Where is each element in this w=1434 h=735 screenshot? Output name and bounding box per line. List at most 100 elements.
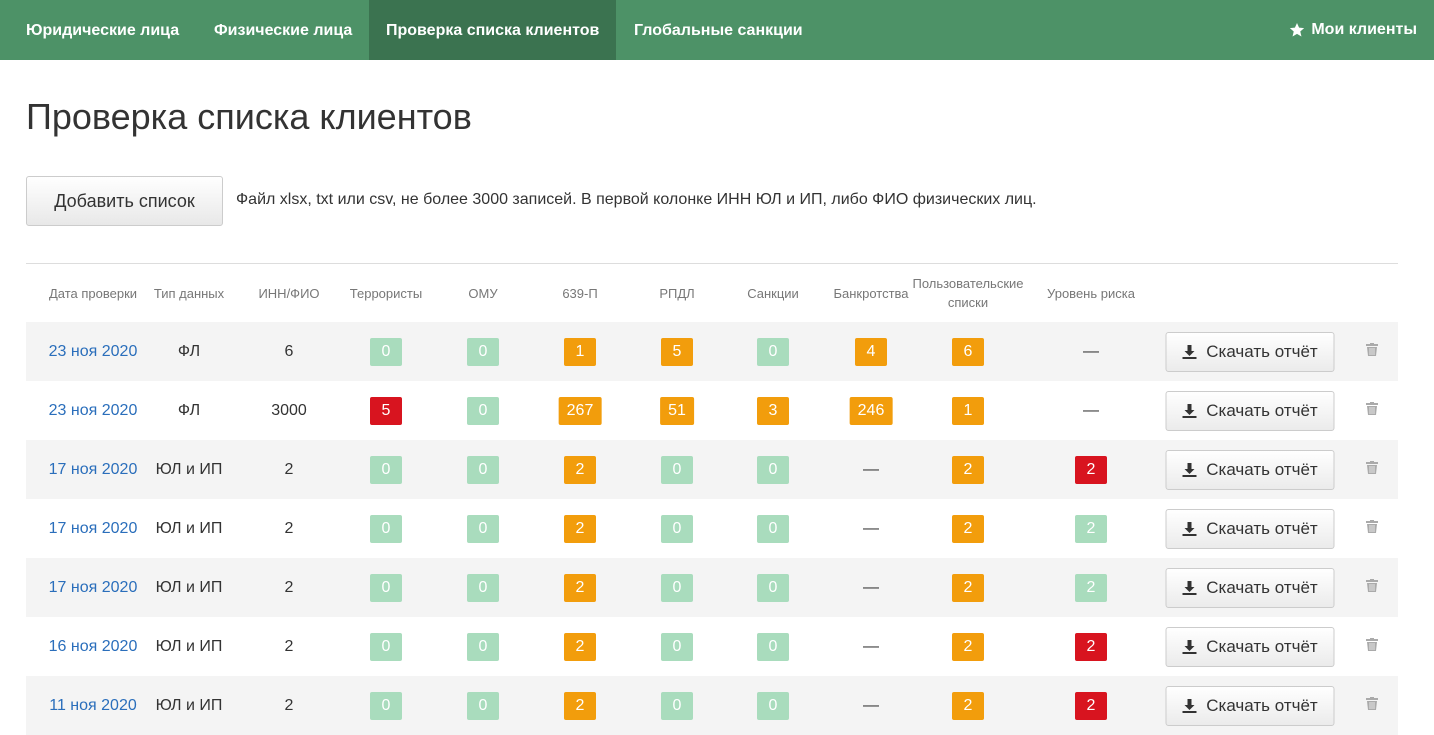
check-badge: 2 bbox=[952, 455, 984, 484]
download-report-button[interactable]: Скачать отчёт bbox=[1165, 508, 1335, 549]
table-header: Дата проверки Тип данных ИНН/ФИО Террористы… bbox=[26, 264, 1398, 322]
record-count: 2 bbox=[284, 519, 294, 537]
trash-icon bbox=[1366, 401, 1378, 415]
cell: 1 bbox=[564, 322, 596, 381]
cell: 2 bbox=[564, 440, 596, 499]
cell bbox=[1366, 381, 1378, 440]
check-badge: 51 bbox=[660, 396, 694, 425]
check-date-link[interactable]: 17 ноя 2020 bbox=[48, 519, 138, 537]
cell: Скачать отчёт bbox=[1165, 676, 1335, 735]
cell bbox=[1366, 322, 1378, 381]
cell: 2 bbox=[285, 676, 294, 735]
delete-button[interactable] bbox=[1366, 401, 1378, 420]
nav-tab[interactable]: Физические лица bbox=[214, 22, 353, 39]
cell: 0 bbox=[467, 322, 499, 381]
download-label: Скачать отчёт bbox=[1206, 459, 1318, 479]
check-date-link[interactable]: 16 ноя 2020 bbox=[48, 637, 138, 655]
cell: ЮЛ и ИП bbox=[156, 676, 223, 735]
no-data-dash: — bbox=[863, 519, 879, 537]
cell bbox=[1366, 676, 1378, 735]
check-date-link[interactable]: 17 ноя 2020 bbox=[48, 578, 138, 596]
cell: 2 bbox=[285, 558, 294, 617]
add-list-button[interactable]: Добавить список bbox=[26, 176, 223, 226]
table-row: 23 ноя 2020 ФЛ 3000 5 0 267 51 3 246 1 — Скачать от… bbox=[26, 381, 1398, 440]
download-report-button[interactable]: Скачать отчёт bbox=[1165, 567, 1335, 608]
check-badge: 2 bbox=[1075, 514, 1107, 543]
nav-tab[interactable]: Глобальные санкции bbox=[634, 22, 803, 39]
check-badge: 2 bbox=[1075, 573, 1107, 602]
cell: 0 bbox=[370, 617, 402, 676]
cell: 4 bbox=[855, 322, 887, 381]
download-label: Скачать отчёт bbox=[1206, 695, 1318, 715]
cell: 2 bbox=[564, 617, 596, 676]
column-header: Уровень риска bbox=[1047, 285, 1135, 301]
cell: ЮЛ и ИП bbox=[156, 558, 223, 617]
download-report-button[interactable]: Скачать отчёт bbox=[1165, 626, 1335, 667]
cell: 0 bbox=[467, 676, 499, 735]
download-icon bbox=[1182, 698, 1197, 713]
delete-button[interactable] bbox=[1366, 342, 1378, 361]
cell: 0 bbox=[661, 676, 693, 735]
cell: 0 bbox=[661, 440, 693, 499]
cell: 2 bbox=[564, 558, 596, 617]
cell: 17 ноя 2020 bbox=[49, 499, 138, 558]
check-badge: 0 bbox=[370, 455, 402, 484]
my-clients-link[interactable]: Мои клиенты bbox=[1289, 0, 1417, 60]
check-badge: 2 bbox=[1075, 691, 1107, 720]
nav-tab[interactable]: Проверка списка клиентов bbox=[369, 0, 617, 60]
cell: ЮЛ и ИП bbox=[156, 499, 223, 558]
my-clients-text: Мои клиенты bbox=[1311, 21, 1417, 38]
delete-button[interactable] bbox=[1366, 696, 1378, 715]
delete-button[interactable] bbox=[1366, 519, 1378, 538]
cell: ЮЛ и ИП bbox=[156, 617, 223, 676]
check-date-link[interactable]: 23 ноя 2020 bbox=[48, 342, 138, 360]
column-header: Санкции bbox=[747, 285, 799, 301]
nav-tab[interactable]: Юридические лица bbox=[26, 22, 180, 39]
record-count: 2 bbox=[284, 637, 294, 655]
check-badge: 5 bbox=[661, 337, 693, 366]
cell: 2 bbox=[285, 440, 294, 499]
cell bbox=[1366, 440, 1378, 499]
download-report-button[interactable]: Скачать отчёт bbox=[1165, 685, 1335, 726]
cell: 2 bbox=[952, 558, 984, 617]
cell: 0 bbox=[370, 499, 402, 558]
delete-button[interactable] bbox=[1366, 637, 1378, 656]
cell: 51 bbox=[660, 381, 694, 440]
cell: — bbox=[1083, 381, 1099, 440]
cell: 5 bbox=[370, 381, 402, 440]
delete-button[interactable] bbox=[1366, 460, 1378, 479]
download-report-button[interactable]: Скачать отчёт bbox=[1165, 449, 1335, 490]
download-icon bbox=[1182, 639, 1197, 654]
download-report-button[interactable]: Скачать отчёт bbox=[1165, 331, 1335, 372]
check-badge: 2 bbox=[952, 514, 984, 543]
no-data-dash: — bbox=[863, 696, 879, 714]
check-badge: 0 bbox=[370, 573, 402, 602]
cell: 0 bbox=[661, 617, 693, 676]
cell: 0 bbox=[757, 499, 789, 558]
check-badge: 0 bbox=[757, 573, 789, 602]
check-badge: 0 bbox=[370, 691, 402, 720]
check-badge: 0 bbox=[661, 632, 693, 661]
trash-icon bbox=[1366, 637, 1378, 651]
star-icon bbox=[1290, 23, 1305, 37]
column-header: Банкротства bbox=[833, 285, 909, 301]
cell: 3 bbox=[757, 381, 789, 440]
check-date-link[interactable]: 11 ноя 2020 bbox=[49, 696, 137, 714]
check-badge: 2 bbox=[952, 691, 984, 720]
cell: 2 bbox=[952, 617, 984, 676]
table-row: 17 ноя 2020 ЮЛ и ИП 2 0 0 2 0 0 — 2 2 Скачать отчёт bbox=[26, 499, 1398, 558]
cell: — bbox=[863, 499, 879, 558]
check-badge: 2 bbox=[952, 632, 984, 661]
check-badge: 0 bbox=[757, 632, 789, 661]
clients-table: Дата проверки Тип данных ИНН/ФИО Террористы… bbox=[26, 263, 1398, 735]
cell: 6 bbox=[952, 322, 984, 381]
cell: 2 bbox=[952, 676, 984, 735]
check-date-link[interactable]: 17 ноя 2020 bbox=[48, 460, 138, 478]
check-badge: 0 bbox=[467, 337, 499, 366]
cell bbox=[1366, 558, 1378, 617]
check-date-link[interactable]: 23 ноя 2020 bbox=[48, 401, 138, 419]
cell: ФЛ bbox=[178, 381, 200, 440]
download-report-button[interactable]: Скачать отчёт bbox=[1165, 390, 1335, 431]
check-badge: 0 bbox=[661, 691, 693, 720]
delete-button[interactable] bbox=[1366, 578, 1378, 597]
